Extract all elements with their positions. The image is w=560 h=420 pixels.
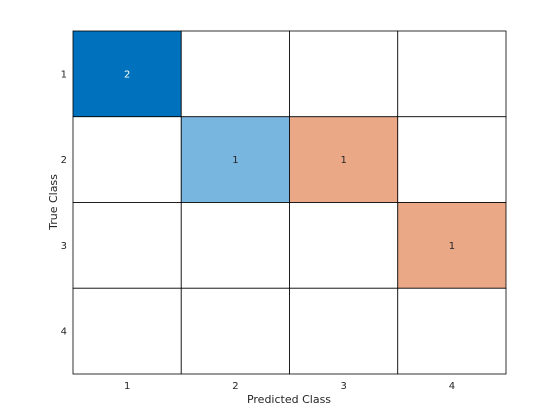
y-tick-label: 2 <box>61 155 67 166</box>
matrix-cell <box>72 30 182 118</box>
matrix-cells: 2 1 1 1 <box>72 30 507 375</box>
cell-value-label: 1 <box>340 155 346 166</box>
matrix-cell <box>397 287 507 375</box>
x-tick-label: 3 <box>340 381 346 392</box>
matrix-cell <box>397 202 507 289</box>
y-tick-label: 4 <box>61 327 67 338</box>
matrix-cell <box>72 116 182 203</box>
y-tick-label: 3 <box>61 241 67 252</box>
tick-labels: 1 2 3 4 1 2 3 4 <box>61 69 455 392</box>
x-axis-label: Predicted Class <box>247 393 331 406</box>
matrix-cell <box>289 287 399 375</box>
x-tick-label: 1 <box>124 381 130 392</box>
y-axis-label: True Class <box>47 174 60 231</box>
matrix-cell <box>180 202 290 289</box>
matrix-cell <box>397 30 507 118</box>
matrix-cell <box>180 116 290 203</box>
matrix-cell <box>180 30 290 118</box>
matrix-cell <box>289 116 399 203</box>
matrix-cell <box>180 287 290 375</box>
matrix-cell <box>72 202 182 289</box>
matrix-cell <box>289 202 399 289</box>
matrix-cell <box>289 30 399 118</box>
matrix-cell <box>397 116 507 203</box>
cell-value-label: 2 <box>124 69 130 80</box>
x-tick-label: 2 <box>232 381 238 392</box>
matrix-cell <box>72 287 182 375</box>
cell-value-label: 1 <box>449 241 455 252</box>
cell-value-label: 1 <box>232 155 238 166</box>
x-tick-label: 4 <box>449 381 455 392</box>
y-tick-label: 1 <box>61 69 67 80</box>
